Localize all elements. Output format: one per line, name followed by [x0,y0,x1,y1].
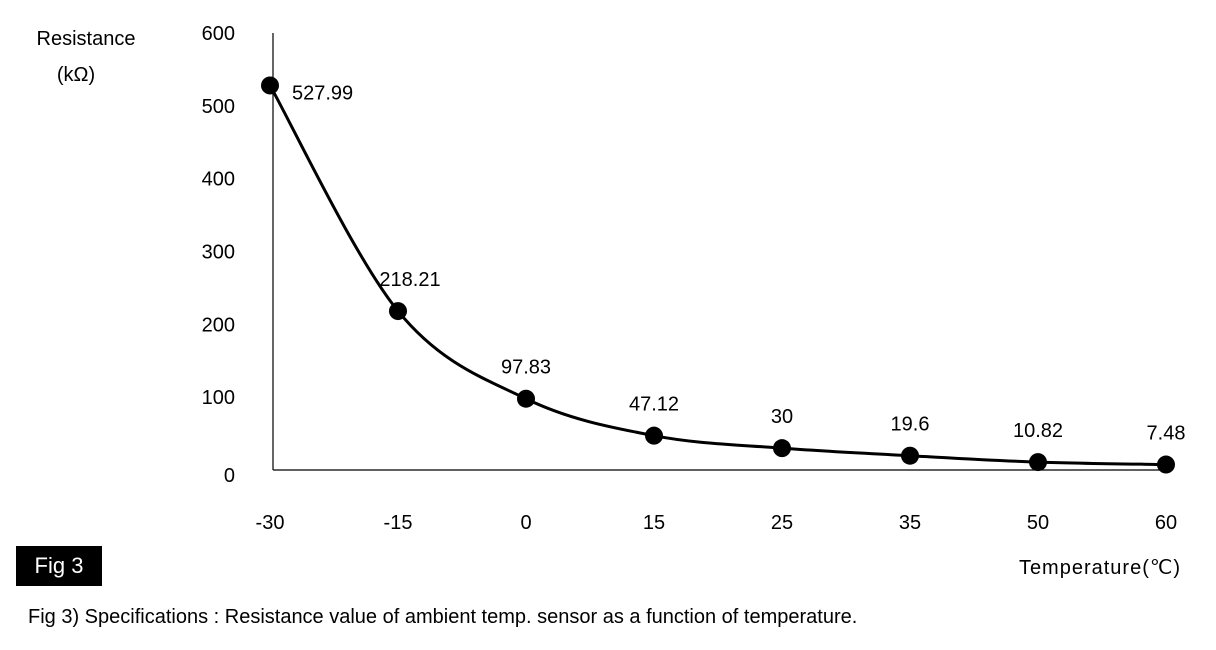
x-tick-label: 0 [520,512,531,534]
y-tick-label: 200 [202,314,235,336]
data-labels: 527.99 218.21 97.83 47.12 30 19.6 10.82 7.48 [292,82,1185,444]
data-point [901,446,919,465]
data-label: 30 [771,406,793,428]
x-tick-label: 15 [643,512,665,534]
y-tick-label: 0 [224,465,235,487]
y-tick-label: 300 [202,242,235,264]
data-label: 527.99 [292,82,353,104]
data-point [1157,455,1175,474]
y-tick-label: 500 [202,96,235,118]
y-axis-ticks: 0 100 200 300 400 500 600 [202,23,235,487]
x-axis-ticks: -30 -15 0 15 25 35 50 60 [256,512,1178,534]
data-point [389,302,407,321]
x-tick-label: 25 [771,512,793,534]
y-axis-unit: (kΩ) [57,64,95,86]
x-tick-label: 50 [1027,512,1049,534]
x-tick-label: -30 [256,512,285,534]
x-axis-label: Temperature(℃) [1019,557,1181,579]
data-point [517,389,535,408]
x-tick-label: 35 [899,512,921,534]
data-point [261,76,279,95]
y-tick-label: 600 [202,23,235,45]
data-label: 47.12 [629,394,679,416]
data-label: 7.48 [1147,423,1186,445]
y-axis-label: Resistance [37,28,136,50]
x-tick-label: 60 [1155,512,1177,534]
data-label: 97.83 [501,357,551,379]
figure-badge: Fig 3 [16,546,102,586]
data-points [261,76,1175,474]
data-label: 10.82 [1013,420,1063,442]
y-tick-label: 400 [202,169,235,191]
y-tick-label: 100 [202,387,235,409]
data-label: 218.21 [379,269,440,291]
data-label: 19.6 [891,414,930,436]
data-point [1029,453,1047,472]
figure-caption: Fig 3) Specifications : Resistance value… [28,606,858,628]
x-tick-label: -15 [384,512,413,534]
data-point [773,439,791,458]
data-point [645,426,663,445]
